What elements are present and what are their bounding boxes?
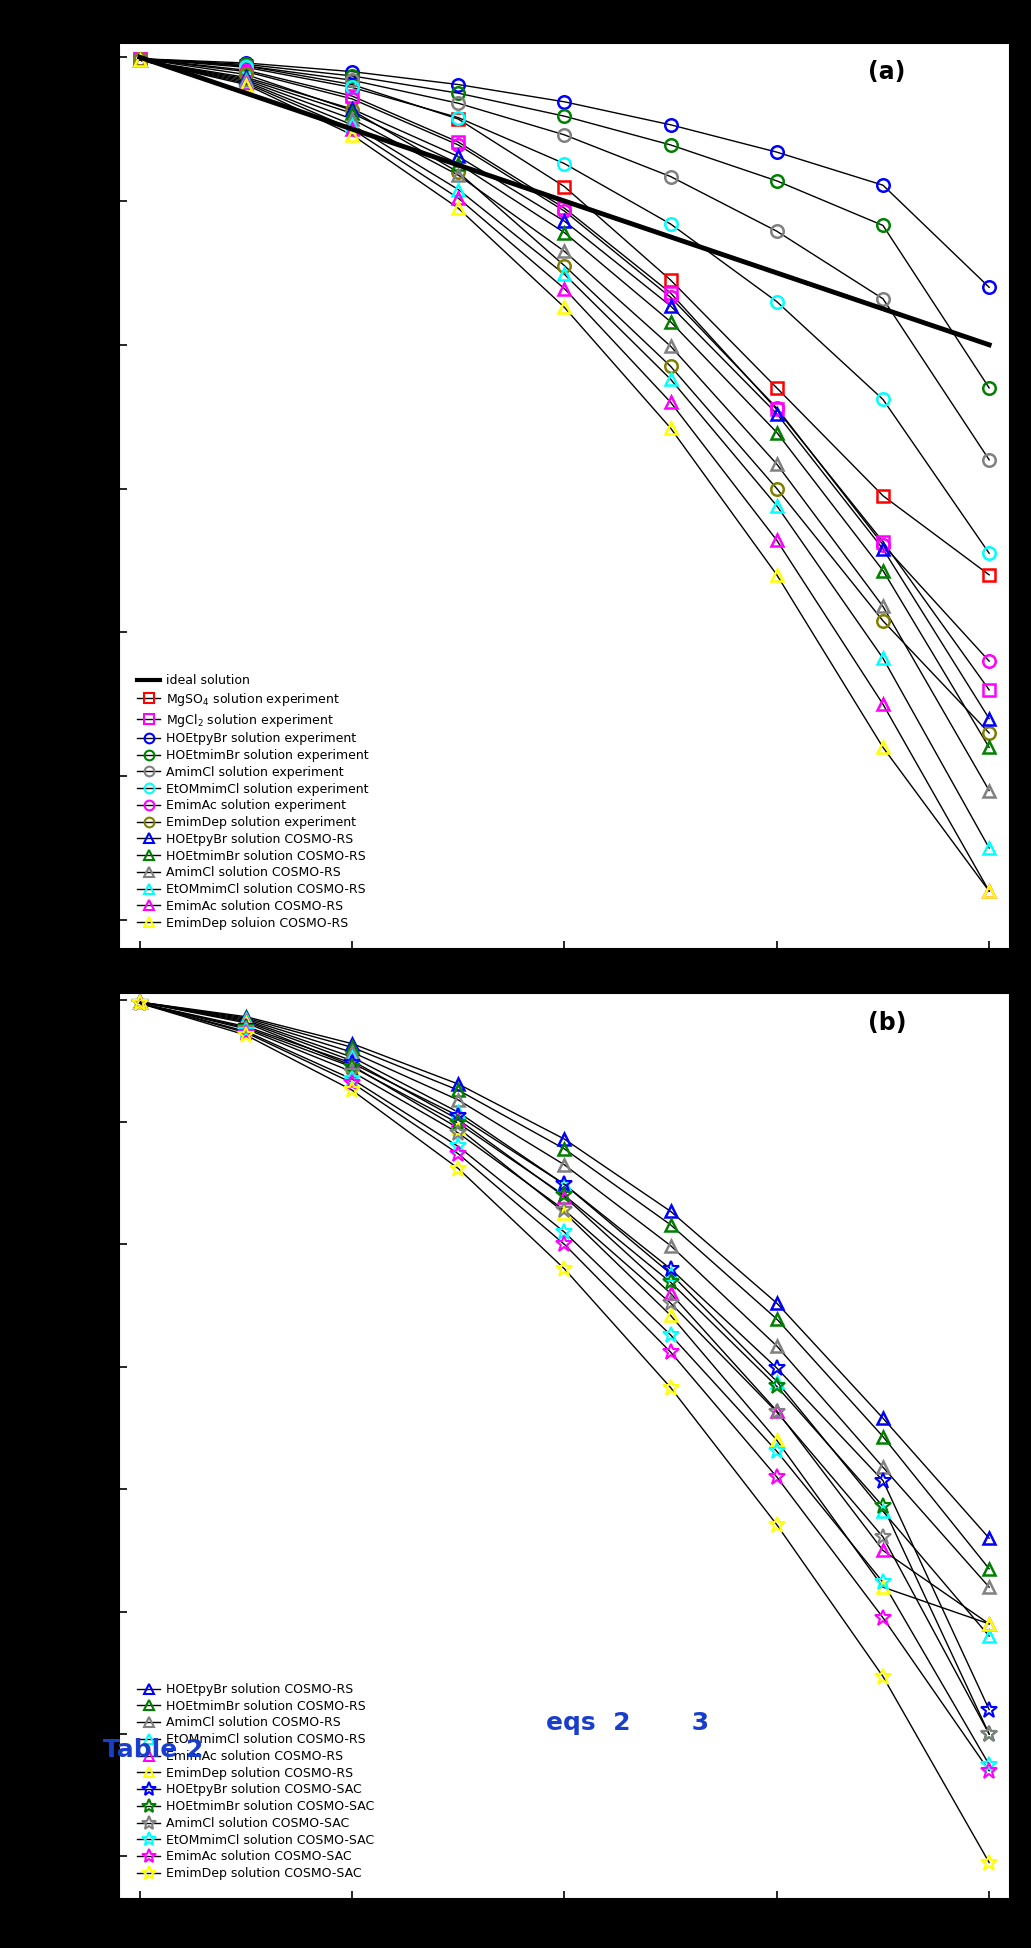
- Text: 微信   泰科科技: 微信 泰科科技: [742, 1827, 824, 1845]
- Text: (b): (b): [868, 1011, 906, 1034]
- Y-axis label: Water activity: Water activity: [57, 423, 77, 569]
- Legend: HOEtpyBr solution COSMO-RS, HOEtmimBr solution COSMO-RS, AmimCl solution COSMO-R: HOEtpyBr solution COSMO-RS, HOEtmimBr so…: [134, 1679, 378, 1884]
- Text: (a): (a): [868, 60, 905, 84]
- Text: Table 2: Table 2: [103, 1738, 203, 1763]
- Y-axis label: Water activity: Water activity: [57, 1373, 77, 1519]
- X-axis label: mole fraction of water: mole fraction of water: [441, 1929, 688, 1948]
- Legend: ideal solution, MgSO$_4$ solution experiment, MgCl$_2$ solution experiment, HOEt: ideal solution, MgSO$_4$ solution experi…: [134, 670, 372, 933]
- Text: eqs  2       3: eqs 2 3: [546, 1710, 709, 1736]
